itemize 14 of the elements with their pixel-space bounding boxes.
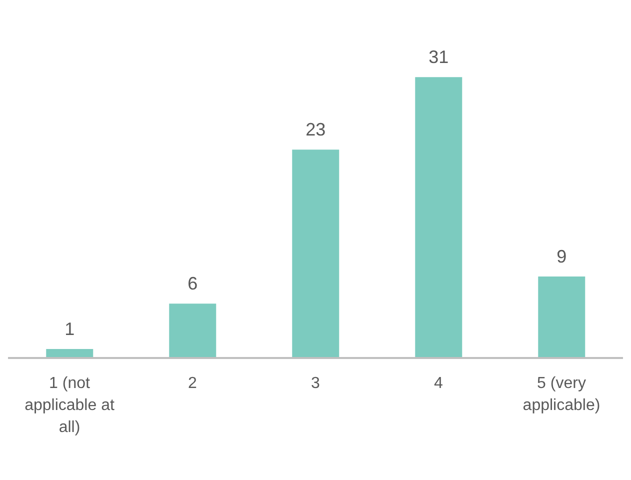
data-label: 6	[188, 274, 198, 294]
x-tick-label: 5 (very applicable)	[522, 375, 600, 414]
bar	[415, 77, 462, 358]
bar	[169, 304, 216, 358]
x-tick-label: 1 (not applicable at all)	[24, 375, 115, 436]
bar	[292, 150, 340, 358]
data-label: 23	[306, 120, 326, 140]
x-tick-label: 3	[311, 375, 320, 392]
data-label: 31	[428, 47, 449, 68]
data-label: 9	[556, 246, 567, 266]
bar	[538, 276, 586, 358]
x-tick-label: 2	[188, 375, 198, 392]
x-tick-label: 4	[434, 375, 444, 392]
data-label: 1	[64, 318, 75, 339]
